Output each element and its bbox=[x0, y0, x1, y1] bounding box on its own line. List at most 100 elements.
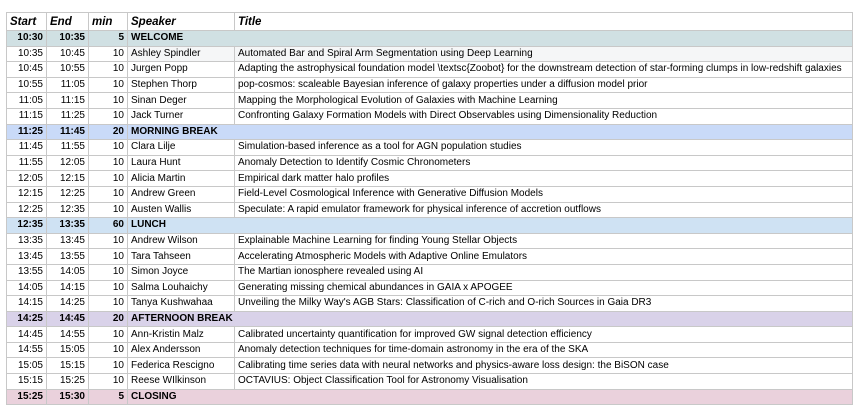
duration-cell[interactable]: 10 bbox=[88, 326, 128, 343]
duration-cell[interactable]: 10 bbox=[88, 185, 128, 203]
speaker-cell[interactable]: Clara Lilje bbox=[127, 139, 235, 156]
end-cell[interactable]: 13:35 bbox=[46, 217, 89, 234]
start-cell[interactable]: 12:35 bbox=[6, 217, 47, 234]
duration-cell[interactable]: 10 bbox=[88, 154, 128, 172]
title-cell[interactable]: Accelerating Atmospheric Models with Ada… bbox=[234, 248, 853, 265]
duration-cell[interactable]: 10 bbox=[88, 373, 128, 390]
end-cell[interactable]: 14:55 bbox=[46, 326, 89, 343]
duration-cell[interactable]: 10 bbox=[88, 76, 128, 94]
title-cell[interactable]: Calibrated uncertainty quantification fo… bbox=[234, 326, 853, 343]
break-label-cell[interactable]: MORNING BREAK bbox=[127, 123, 853, 141]
title-cell[interactable]: Calibrating time series data with neural… bbox=[234, 357, 853, 375]
end-cell[interactable]: 12:25 bbox=[46, 185, 89, 203]
duration-cell[interactable]: 10 bbox=[88, 232, 128, 250]
end-cell[interactable]: 14:15 bbox=[46, 279, 89, 297]
end-cell[interactable]: 15:05 bbox=[46, 341, 89, 359]
speaker-cell[interactable]: Simon Joyce bbox=[127, 263, 235, 281]
duration-cell[interactable]: 10 bbox=[88, 201, 128, 219]
speaker-cell[interactable]: Laura Hunt bbox=[127, 154, 235, 172]
end-cell[interactable]: 15:15 bbox=[46, 357, 89, 375]
start-cell[interactable]: 11:45 bbox=[6, 139, 47, 156]
duration-cell[interactable]: 20 bbox=[88, 310, 128, 328]
title-cell[interactable]: Anomaly detection techniques for time-do… bbox=[234, 341, 853, 359]
speaker-cell[interactable]: Andrew Wilson bbox=[127, 232, 235, 250]
title-cell[interactable]: Speculate: A rapid emulator framework fo… bbox=[234, 201, 853, 219]
end-cell[interactable]: 14:05 bbox=[46, 263, 89, 281]
speaker-cell[interactable]: Jack Turner bbox=[127, 107, 235, 125]
title-cell[interactable]: Confronting Galaxy Formation Models with… bbox=[234, 107, 853, 125]
start-cell[interactable]: 14:25 bbox=[6, 310, 47, 328]
end-cell[interactable]: 12:15 bbox=[46, 170, 89, 187]
duration-cell[interactable]: 10 bbox=[88, 170, 128, 187]
start-cell[interactable]: 14:45 bbox=[6, 326, 47, 343]
end-cell[interactable]: 11:45 bbox=[46, 123, 89, 141]
start-cell[interactable]: 13:55 bbox=[6, 263, 47, 281]
start-cell[interactable]: 13:45 bbox=[6, 248, 47, 265]
start-cell[interactable]: 15:25 bbox=[6, 388, 47, 406]
start-cell[interactable]: 11:55 bbox=[6, 154, 47, 172]
duration-cell[interactable]: 10 bbox=[88, 295, 128, 312]
title-cell[interactable]: pop-cosmos: scaleable Bayesian inference… bbox=[234, 76, 853, 94]
duration-cell[interactable]: 60 bbox=[88, 217, 128, 234]
duration-cell[interactable]: 20 bbox=[88, 123, 128, 141]
start-cell[interactable]: 14:15 bbox=[6, 295, 47, 312]
duration-cell[interactable]: 10 bbox=[88, 279, 128, 297]
start-cell[interactable]: 15:05 bbox=[6, 357, 47, 375]
title-cell[interactable]: Anomaly Detection to Identify Cosmic Chr… bbox=[234, 154, 853, 172]
speaker-cell[interactable]: Tanya Kushwahaa bbox=[127, 295, 235, 312]
duration-cell[interactable]: 10 bbox=[88, 61, 128, 78]
speaker-cell[interactable]: Jurgen Popp bbox=[127, 61, 235, 78]
start-cell[interactable]: 12:05 bbox=[6, 170, 47, 187]
title-cell[interactable]: Adapting the astrophysical foundation mo… bbox=[234, 61, 853, 78]
break-label-cell[interactable]: CLOSING bbox=[127, 388, 853, 406]
break-label-cell[interactable]: WELCOME bbox=[127, 30, 853, 47]
end-cell[interactable]: 11:05 bbox=[46, 76, 89, 94]
start-cell[interactable]: 13:35 bbox=[6, 232, 47, 250]
speaker-cell[interactable]: Reese WIlkinson bbox=[127, 373, 235, 390]
title-cell[interactable]: The Martian ionosphere revealed using AI bbox=[234, 263, 853, 281]
title-cell[interactable]: Explainable Machine Learning for finding… bbox=[234, 232, 853, 250]
title-cell[interactable]: Field-Level Cosmological Inference with … bbox=[234, 185, 853, 203]
speaker-cell[interactable]: Stephen Thorp bbox=[127, 76, 235, 94]
start-cell[interactable]: 10:30 bbox=[6, 30, 47, 47]
break-label-cell[interactable]: AFTERNOON BREAK bbox=[127, 310, 853, 328]
duration-cell[interactable]: 5 bbox=[88, 388, 128, 406]
end-cell[interactable]: 12:35 bbox=[46, 201, 89, 219]
duration-cell[interactable]: 10 bbox=[88, 92, 128, 109]
end-cell[interactable]: 14:45 bbox=[46, 310, 89, 328]
speaker-cell[interactable]: Austen Wallis bbox=[127, 201, 235, 219]
start-cell[interactable]: 14:55 bbox=[6, 341, 47, 359]
title-cell[interactable]: OCTAVIUS: Object Classification Tool for… bbox=[234, 373, 853, 390]
title-cell[interactable]: Generating missing chemical abundances i… bbox=[234, 279, 853, 297]
speaker-cell[interactable]: Alex Andersson bbox=[127, 341, 235, 359]
speaker-cell[interactable]: Salma Louhaichy bbox=[127, 279, 235, 297]
end-cell[interactable]: 10:45 bbox=[46, 45, 89, 63]
title-cell[interactable]: Empirical dark matter halo profiles bbox=[234, 170, 853, 187]
speaker-cell[interactable]: Alicia Martin bbox=[127, 170, 235, 187]
end-cell[interactable]: 13:55 bbox=[46, 248, 89, 265]
start-cell[interactable]: 11:05 bbox=[6, 92, 47, 109]
duration-cell[interactable]: 10 bbox=[88, 248, 128, 265]
speaker-cell[interactable]: Ashley Spindler bbox=[127, 45, 235, 63]
title-cell[interactable]: Simulation-based inference as a tool for… bbox=[234, 139, 853, 156]
duration-cell[interactable]: 10 bbox=[88, 107, 128, 125]
title-cell[interactable]: Mapping the Morphological Evolution of G… bbox=[234, 92, 853, 109]
end-cell[interactable]: 11:15 bbox=[46, 92, 89, 109]
title-cell[interactable]: Unveiling the Milky Way's AGB Stars: Cla… bbox=[234, 295, 853, 312]
start-cell[interactable]: 12:25 bbox=[6, 201, 47, 219]
duration-cell[interactable]: 10 bbox=[88, 263, 128, 281]
duration-cell[interactable]: 10 bbox=[88, 45, 128, 63]
end-cell[interactable]: 15:25 bbox=[46, 373, 89, 390]
start-cell[interactable]: 10:55 bbox=[6, 76, 47, 94]
end-cell[interactable]: 12:05 bbox=[46, 154, 89, 172]
start-cell[interactable]: 12:15 bbox=[6, 185, 47, 203]
start-cell[interactable]: 11:25 bbox=[6, 123, 47, 141]
duration-cell[interactable]: 10 bbox=[88, 341, 128, 359]
end-cell[interactable]: 10:55 bbox=[46, 61, 89, 78]
start-cell[interactable]: 10:45 bbox=[6, 61, 47, 78]
start-cell[interactable]: 10:35 bbox=[6, 45, 47, 63]
break-label-cell[interactable]: LUNCH bbox=[127, 217, 853, 234]
end-cell[interactable]: 11:25 bbox=[46, 107, 89, 125]
end-cell[interactable]: 13:45 bbox=[46, 232, 89, 250]
start-cell[interactable]: 14:05 bbox=[6, 279, 47, 297]
